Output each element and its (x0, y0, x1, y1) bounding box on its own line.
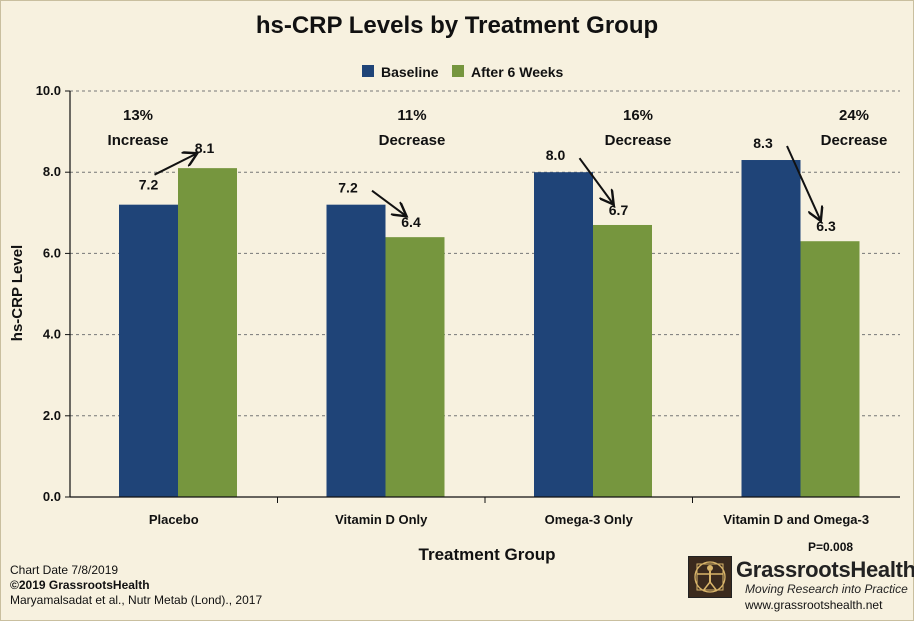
change-arrow (578, 157, 613, 203)
bar-after-6-weeks (178, 168, 237, 497)
y-tick-label: 6.0 (43, 245, 61, 260)
legend-swatch-baseline (362, 65, 374, 77)
brand-name: GrassrootsHealth (736, 557, 914, 582)
change-arrow (371, 189, 405, 215)
y-tick-label: 10.0 (36, 83, 61, 98)
bar-after-6-weeks (593, 224, 652, 498)
arrows (154, 145, 821, 219)
data-label-after-6-weeks: 6.4 (401, 214, 421, 230)
x-category-label: Omega-3 Only (545, 512, 634, 527)
annotation-pct: 16% (623, 107, 653, 124)
data-label-after-6-weeks: 6.7 (609, 202, 629, 218)
data-label-baseline: 7.2 (338, 180, 358, 196)
change-arrow (154, 154, 196, 176)
x-axis-label: Treatment Group (419, 545, 556, 564)
copyright: ©2019 GrassrootsHealth (10, 578, 150, 592)
annotation-pct: 13% (123, 107, 153, 124)
citation: Maryamalsadat et al., Nutr Metab (Lond).… (10, 593, 263, 607)
y-axis-label: hs-CRP Level (9, 245, 26, 341)
annotation-direction: Increase (108, 132, 169, 149)
annotation-pct: 11% (397, 107, 426, 124)
annotation-direction: Decrease (821, 132, 888, 149)
x-axis-categories: 13% Increase Placebo 11% Decrease Vitamin D O… (108, 107, 888, 527)
chart-title: hs-CRP Levels by Treatment Group (256, 12, 658, 39)
annotation-direction: Decrease (379, 132, 446, 149)
x-category-label: Placebo (149, 512, 199, 527)
annotation-direction: Decrease (605, 132, 672, 149)
y-tick-label: 0.0 (43, 489, 61, 504)
legend-swatch-after-6-weeks (452, 65, 464, 77)
brand-tagline: Moving Research into Practice (745, 582, 908, 596)
legend-label-baseline: Baseline (381, 64, 439, 80)
axes (69, 91, 900, 498)
bar-baseline (741, 160, 801, 497)
bar-after-6-weeks (800, 241, 860, 497)
x-category-label: Vitamin D and Omega-3 (723, 512, 869, 527)
chart-date: Chart Date 7/8/2019 (10, 563, 119, 577)
y-tick-label: 4.0 (43, 327, 61, 342)
data-label-baseline: 8.0 (546, 147, 566, 163)
data-label-baseline: 8.3 (753, 135, 773, 151)
vitruvian-logo-icon (688, 556, 732, 598)
x-category-label: Vitamin D Only (335, 512, 428, 527)
change-arrow (786, 145, 820, 219)
bar-after-6-weeks (385, 237, 445, 497)
bars: 7.2 8.1 7.2 6.4 8.0 6.7 8.3 6.3 (119, 135, 860, 498)
footer-credits: Chart Date 7/8/2019 ©2019 GrassrootsHeal… (10, 563, 262, 608)
bar-baseline (534, 172, 593, 497)
legend-label-after-6-weeks: After 6 Weeks (471, 64, 564, 80)
y-axis-ticks: 0.0 2.0 4.0 6.0 8.0 10.0 (36, 83, 70, 504)
y-tick-label: 8.0 (43, 164, 61, 179)
annotation-pct: 24% (839, 107, 869, 124)
data-label-after-6-weeks: 8.1 (195, 140, 215, 156)
legend: Baseline After 6 Weeks (362, 64, 564, 80)
brand-url: www.grassrootshealth.net (745, 598, 883, 612)
data-label-after-6-weeks: 6.3 (816, 218, 836, 234)
p-value: P=0.008 (808, 540, 854, 554)
bar-baseline (119, 204, 178, 497)
y-tick-label: 2.0 (43, 408, 61, 423)
data-label-baseline: 7.2 (139, 177, 159, 193)
bar-baseline (326, 204, 386, 497)
